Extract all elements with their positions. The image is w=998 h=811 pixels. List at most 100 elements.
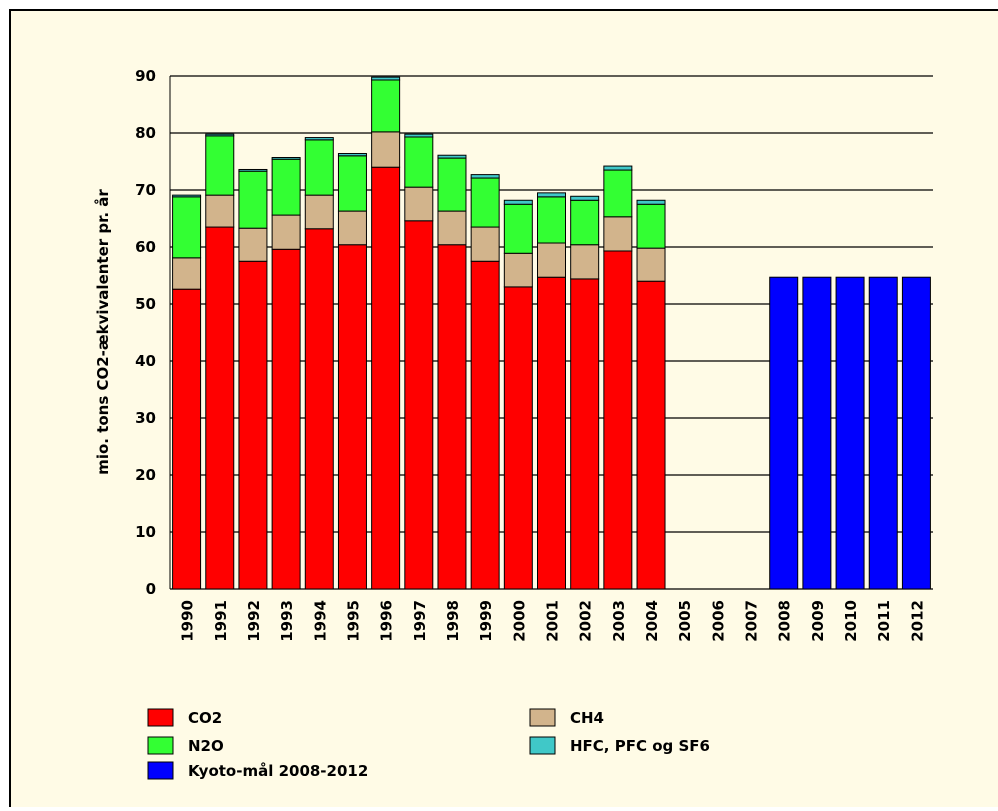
x-tick-label: 1995 bbox=[344, 600, 362, 642]
x-tick-label: 1992 bbox=[245, 600, 263, 642]
bar-segment bbox=[304, 139, 334, 196]
y-tick-label: 60 bbox=[135, 238, 156, 256]
x-tick-label: 2008 bbox=[776, 600, 794, 642]
legend-swatch bbox=[147, 708, 174, 727]
bar-segment bbox=[238, 170, 268, 229]
bar-segment bbox=[835, 276, 865, 590]
x-tick-label: 2010 bbox=[842, 600, 860, 642]
bar-segment bbox=[537, 196, 566, 244]
bar-segment bbox=[437, 244, 467, 590]
y-tick-label: 0 bbox=[146, 580, 156, 598]
bar-segment bbox=[570, 278, 600, 590]
bar-segment bbox=[503, 199, 533, 205]
bar-segment bbox=[537, 276, 566, 590]
bar-segment bbox=[802, 276, 832, 590]
bar-segment bbox=[636, 247, 666, 282]
bar-segment bbox=[172, 196, 202, 259]
legend-label: HFC, PFC og SF6 bbox=[570, 737, 710, 755]
bar-segment bbox=[503, 252, 533, 288]
x-tick-label: 2000 bbox=[510, 600, 528, 642]
y-tick-label: 20 bbox=[135, 466, 156, 484]
bar-segment bbox=[470, 177, 500, 228]
y-tick-label: 50 bbox=[135, 295, 156, 313]
x-tick-label: 2004 bbox=[643, 600, 661, 642]
legend-swatch bbox=[529, 708, 556, 727]
x-tick-label: 1990 bbox=[179, 600, 197, 642]
bar-segment bbox=[537, 242, 566, 278]
bar-segment bbox=[304, 228, 334, 590]
bar-segment bbox=[603, 169, 633, 218]
bar-segment bbox=[172, 257, 202, 290]
bar-segment bbox=[172, 288, 202, 590]
bar-segment bbox=[371, 79, 401, 133]
bar-segment bbox=[437, 154, 467, 159]
bar-segment bbox=[337, 244, 367, 590]
bar-segment bbox=[238, 168, 268, 172]
x-tick-label: 1996 bbox=[378, 600, 396, 642]
legend-swatch bbox=[147, 761, 174, 780]
bar-segment bbox=[371, 166, 401, 590]
bar-segment bbox=[205, 135, 235, 196]
x-tick-label: 2011 bbox=[875, 600, 893, 642]
bar-segment bbox=[337, 153, 367, 157]
bar-segment bbox=[371, 76, 401, 81]
bar-segment bbox=[404, 186, 434, 222]
x-tick-label: 1991 bbox=[212, 600, 230, 642]
bar-segment bbox=[271, 248, 301, 590]
y-axis-label: mio. tons CO2-ækvivalenter pr. år bbox=[94, 189, 112, 475]
x-tick-label: 2005 bbox=[676, 600, 694, 642]
bar-segment bbox=[470, 226, 500, 262]
bar-segment bbox=[271, 158, 301, 216]
bar-segment bbox=[470, 260, 500, 590]
bar-segment bbox=[404, 133, 434, 138]
bar-segment bbox=[337, 210, 367, 246]
bar-segment bbox=[205, 133, 235, 137]
bar-segment bbox=[636, 203, 666, 249]
x-tick-label: 1994 bbox=[311, 600, 329, 642]
legend-label: CH4 bbox=[570, 709, 604, 727]
bar-segment bbox=[503, 203, 533, 254]
legend-label: N2O bbox=[188, 737, 224, 755]
bar-segment bbox=[271, 214, 301, 250]
bar-segment bbox=[603, 216, 633, 252]
bar-segment bbox=[337, 155, 367, 212]
bar-segment bbox=[304, 137, 334, 141]
bar-segment bbox=[238, 227, 268, 262]
bar-segment bbox=[636, 199, 666, 205]
y-tick-label: 40 bbox=[135, 352, 156, 370]
bar-segment bbox=[570, 195, 600, 201]
bar-segment bbox=[371, 131, 401, 168]
y-tick-label: 70 bbox=[135, 181, 156, 199]
bar-segment bbox=[404, 220, 434, 590]
bar-segment bbox=[172, 194, 202, 198]
bar-segment bbox=[238, 260, 268, 590]
bar-segment bbox=[570, 199, 600, 246]
bar-segment bbox=[603, 165, 633, 171]
x-tick-label: 2006 bbox=[709, 600, 727, 642]
bar-segment bbox=[603, 250, 633, 590]
bar-segment bbox=[404, 136, 434, 188]
bar-segment bbox=[636, 280, 666, 590]
bar-segment bbox=[205, 194, 235, 228]
bar-segment bbox=[537, 192, 566, 198]
bar-segment bbox=[868, 276, 898, 590]
legend-swatch bbox=[529, 736, 556, 755]
y-tick-label: 10 bbox=[135, 523, 156, 541]
bar-segment bbox=[470, 174, 500, 179]
x-tick-label: 1997 bbox=[411, 600, 429, 642]
bar-segment bbox=[570, 244, 600, 280]
y-tick-label: 90 bbox=[135, 67, 156, 85]
bar-segment bbox=[901, 276, 931, 590]
x-tick-label: 2002 bbox=[577, 600, 595, 642]
legend-label: Kyoto-mål 2008-2012 bbox=[188, 762, 368, 780]
bar-segment bbox=[437, 210, 467, 246]
x-tick-label: 2012 bbox=[908, 600, 926, 642]
y-tick-label: 80 bbox=[135, 124, 156, 142]
legend-label: CO2 bbox=[188, 709, 222, 727]
bar-segment bbox=[769, 276, 799, 590]
legend-swatch bbox=[147, 736, 174, 755]
y-tick-label: 30 bbox=[135, 409, 156, 427]
bar-segment bbox=[205, 226, 235, 590]
